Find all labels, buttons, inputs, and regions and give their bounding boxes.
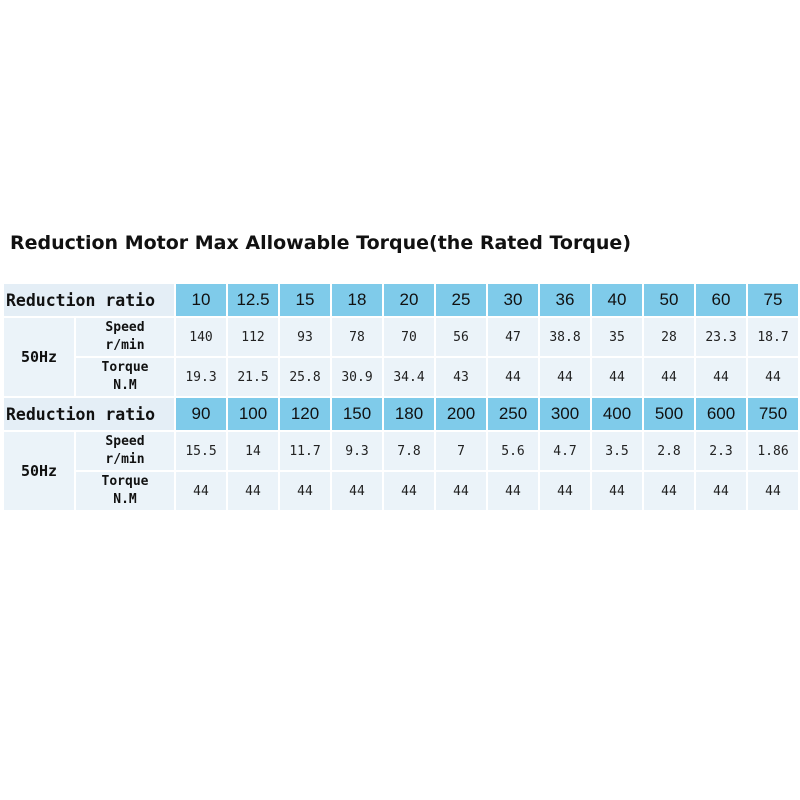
ratio-cell: 30 <box>488 284 538 316</box>
speed-label: Speed r/min <box>76 318 174 356</box>
ratio-cell: 250 <box>488 398 538 430</box>
ratio-cell: 600 <box>696 398 746 430</box>
speed-cell: 38.8 <box>540 318 590 356</box>
speed-label-line: Speed <box>105 434 145 449</box>
reduction-ratio-label: Reduction ratio <box>4 398 174 430</box>
torque-label-line: Torque <box>101 360 149 375</box>
ratio-cell: 180 <box>384 398 434 430</box>
ratio-cell: 12.5 <box>228 284 278 316</box>
torque-cell: 44 <box>644 472 694 510</box>
speed-label-line: r/min <box>105 452 145 467</box>
ratio-cell: 36 <box>540 284 590 316</box>
page-title: Reduction Motor Max Allowable Torque(the… <box>10 232 632 254</box>
torque-cell: 44 <box>540 358 590 396</box>
speed-cell: 7 <box>436 432 486 470</box>
frequency-label: 50Hz <box>4 318 74 396</box>
torque-label: Torque N.M <box>76 472 174 510</box>
ratio-cell: 300 <box>540 398 590 430</box>
torque-cell: 44 <box>748 358 798 396</box>
ratio-cell: 75 <box>748 284 798 316</box>
torque-cell: 44 <box>592 358 642 396</box>
speed-cell: 14 <box>228 432 278 470</box>
torque-label: Torque N.M <box>76 358 174 396</box>
speed-cell: 4.7 <box>540 432 590 470</box>
torque-cell: 30.9 <box>332 358 382 396</box>
frequency-label: 50Hz <box>4 432 74 510</box>
ratio-cell: 60 <box>696 284 746 316</box>
ratio-cell: 10 <box>176 284 226 316</box>
speed-cell: 5.6 <box>488 432 538 470</box>
speed-cell: 1.86 <box>748 432 798 470</box>
ratio-cell: 150 <box>332 398 382 430</box>
ratio-cell: 750 <box>748 398 798 430</box>
speed-cell: 28 <box>644 318 694 356</box>
reduction-ratio-label: Reduction ratio <box>4 284 174 316</box>
torque-label-line: N.M <box>113 492 137 507</box>
torque-cell: 44 <box>384 472 434 510</box>
speed-cell: 56 <box>436 318 486 356</box>
speed-label: Speed r/min <box>76 432 174 470</box>
speed-cell: 78 <box>332 318 382 356</box>
torque-cell: 44 <box>488 472 538 510</box>
ratio-cell: 200 <box>436 398 486 430</box>
torque-label-line: Torque <box>101 474 149 489</box>
ratio-cell: 50 <box>644 284 694 316</box>
torque-cell: 44 <box>644 358 694 396</box>
ratio-cell: 40 <box>592 284 642 316</box>
speed-cell: 7.8 <box>384 432 434 470</box>
ratio-cell: 18 <box>332 284 382 316</box>
torque-table: Reduction ratio 10 12.5 15 18 20 25 30 36 40 50 60 7… <box>4 284 798 510</box>
ratio-cell: 500 <box>644 398 694 430</box>
ratio-cell: 90 <box>176 398 226 430</box>
torque-cell: 21.5 <box>228 358 278 396</box>
torque-cell: 44 <box>696 472 746 510</box>
ratio-cell: 20 <box>384 284 434 316</box>
torque-cell: 44 <box>228 472 278 510</box>
torque-cell: 44 <box>748 472 798 510</box>
torque-cell: 19.3 <box>176 358 226 396</box>
speed-cell: 70 <box>384 318 434 356</box>
torque-cell: 34.4 <box>384 358 434 396</box>
speed-cell: 112 <box>228 318 278 356</box>
torque-cell: 44 <box>176 472 226 510</box>
speed-cell: 47 <box>488 318 538 356</box>
speed-cell: 11.7 <box>280 432 330 470</box>
torque-cell: 44 <box>696 358 746 396</box>
speed-cell: 93 <box>280 318 330 356</box>
torque-cell: 25.8 <box>280 358 330 396</box>
torque-cell: 44 <box>332 472 382 510</box>
torque-cell: 44 <box>280 472 330 510</box>
speed-cell: 2.8 <box>644 432 694 470</box>
speed-cell: 9.3 <box>332 432 382 470</box>
ratio-cell: 100 <box>228 398 278 430</box>
speed-cell: 23.3 <box>696 318 746 356</box>
torque-label-line: N.M <box>113 378 137 393</box>
ratio-cell: 120 <box>280 398 330 430</box>
torque-cell: 44 <box>592 472 642 510</box>
torque-cell: 44 <box>540 472 590 510</box>
torque-cell: 44 <box>488 358 538 396</box>
speed-cell: 140 <box>176 318 226 356</box>
speed-cell: 35 <box>592 318 642 356</box>
ratio-cell: 25 <box>436 284 486 316</box>
speed-cell: 3.5 <box>592 432 642 470</box>
speed-cell: 18.7 <box>748 318 798 356</box>
torque-cell: 43 <box>436 358 486 396</box>
speed-label-line: Speed <box>105 320 145 335</box>
torque-cell: 44 <box>436 472 486 510</box>
speed-cell: 2.3 <box>696 432 746 470</box>
ratio-cell: 400 <box>592 398 642 430</box>
speed-cell: 15.5 <box>176 432 226 470</box>
ratio-cell: 15 <box>280 284 330 316</box>
speed-label-line: r/min <box>105 338 145 353</box>
